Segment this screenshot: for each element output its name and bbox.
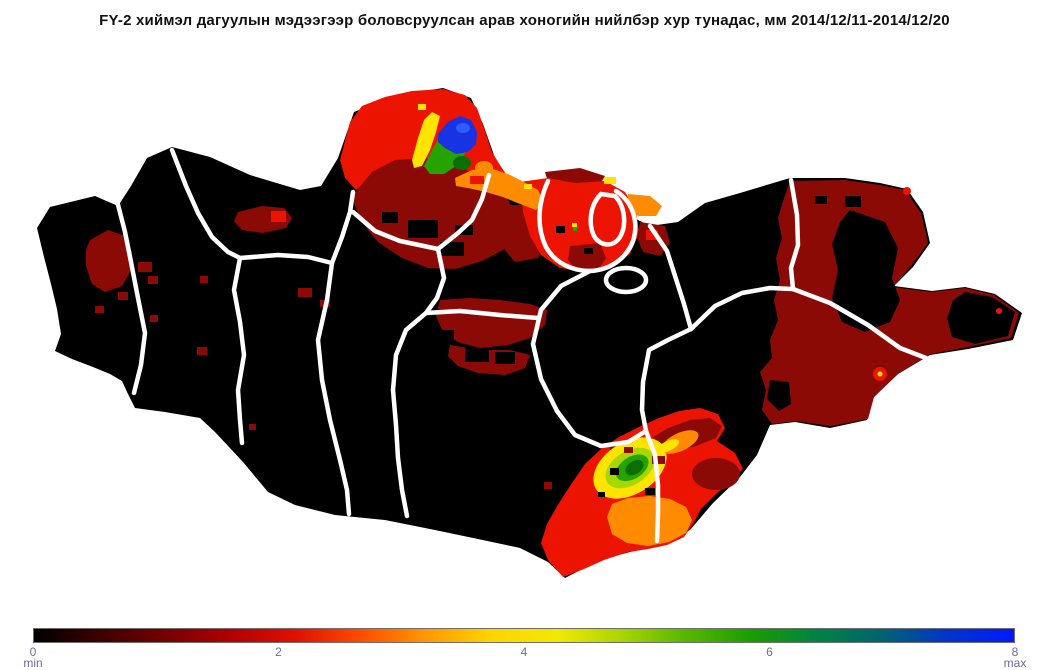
darkred-speck	[138, 262, 152, 272]
red-speck	[470, 176, 484, 184]
black-hole	[465, 348, 489, 362]
colorbar-min-label: min	[23, 656, 43, 670]
red-speck	[271, 211, 286, 222]
colorbar-tick-4: 4	[520, 645, 528, 659]
province-border	[530, 268, 649, 449]
darkred-speck	[118, 292, 128, 300]
colorbar-tick-6: 6	[766, 645, 773, 659]
north-hotspot-orange	[475, 161, 493, 175]
darkred-speck	[249, 424, 256, 430]
black-speck	[845, 196, 861, 207]
province-border	[112, 190, 148, 396]
black-speck	[584, 248, 593, 254]
patch-red-selenge	[520, 178, 639, 272]
black-speck	[645, 488, 655, 495]
province-border	[423, 246, 447, 316]
darkred-speck	[95, 306, 104, 313]
black-hole	[440, 330, 454, 340]
province-border	[350, 209, 441, 252]
black-hole	[382, 212, 398, 223]
north-hotspot-lightblue	[456, 123, 470, 133]
province-border-inner-loop	[588, 191, 627, 247]
black-speck	[598, 492, 605, 497]
black-hole	[495, 352, 515, 364]
darkred-speck	[624, 447, 633, 453]
hotspot-darkgreen	[625, 459, 644, 476]
arm-yellow	[656, 439, 680, 453]
yellow-speck	[572, 223, 577, 227]
precipitation-layers	[86, 89, 1019, 577]
province-border	[169, 147, 243, 261]
province-borders	[112, 147, 929, 544]
map-title: FY-2 хиймэл дагуулын мэдээгээр боловсруу…	[99, 12, 950, 29]
patch-orange-ne-selenge	[628, 194, 662, 216]
black-hole	[408, 220, 438, 238]
black-speck	[556, 226, 565, 233]
province-border	[647, 223, 694, 332]
province-border	[643, 428, 661, 544]
darkred-speck	[200, 276, 208, 283]
darkred-speck	[148, 276, 158, 284]
province-border	[639, 326, 694, 434]
black-speck	[610, 468, 619, 475]
green-speck	[573, 227, 577, 231]
north-hotspot-darkgreen	[453, 156, 471, 170]
colorbar-gradient	[33, 628, 1015, 643]
patch-orange-south	[607, 496, 692, 546]
darkred-speck	[298, 288, 312, 297]
colorbar-tick-8: 8	[1011, 645, 1019, 659]
yellow-core-east-spot	[877, 371, 883, 377]
yellow-speck	[604, 177, 616, 184]
darkred-speck	[544, 482, 552, 489]
province-border	[390, 310, 429, 519]
hotspot-core	[593, 437, 667, 499]
province-border	[423, 308, 541, 321]
province-border	[237, 252, 335, 266]
black-speck	[815, 196, 827, 204]
colorbar-max-label: max	[1003, 656, 1027, 670]
black-hole-east-tip	[947, 292, 1015, 344]
red-speck	[646, 230, 658, 240]
yellow-speck	[418, 104, 426, 110]
province-border	[315, 260, 352, 517]
patch-darkred-blob-east	[692, 458, 740, 490]
patch-darkred-selenge-bottom	[568, 243, 606, 272]
patch-red-south-blob	[541, 408, 743, 577]
black-hole-east-south	[767, 380, 791, 411]
patch-darkred-west	[86, 230, 132, 292]
province-border	[788, 177, 801, 292]
north-hotspot-yellow-band	[412, 112, 440, 168]
darkred-speck	[197, 347, 207, 355]
province-border-oval	[603, 265, 649, 295]
province-border	[231, 255, 247, 446]
colorbar-tick-0: 0	[29, 645, 37, 659]
yellow-speck	[524, 184, 532, 189]
black-hole-east	[832, 210, 900, 332]
province-border	[435, 172, 492, 252]
province-border	[329, 189, 356, 266]
colorbar-tick-2: 2	[275, 645, 282, 659]
black-hole	[440, 242, 464, 256]
darkred-speck	[150, 315, 158, 322]
colorbar-minmax-labels: min max	[23, 656, 1026, 670]
darkred-speck	[652, 456, 665, 464]
colorbar-tick-labels: 0 2 4 6 8	[29, 645, 1019, 659]
red-dot-ne-tip	[903, 187, 911, 195]
red-dot-wing	[996, 308, 1002, 314]
